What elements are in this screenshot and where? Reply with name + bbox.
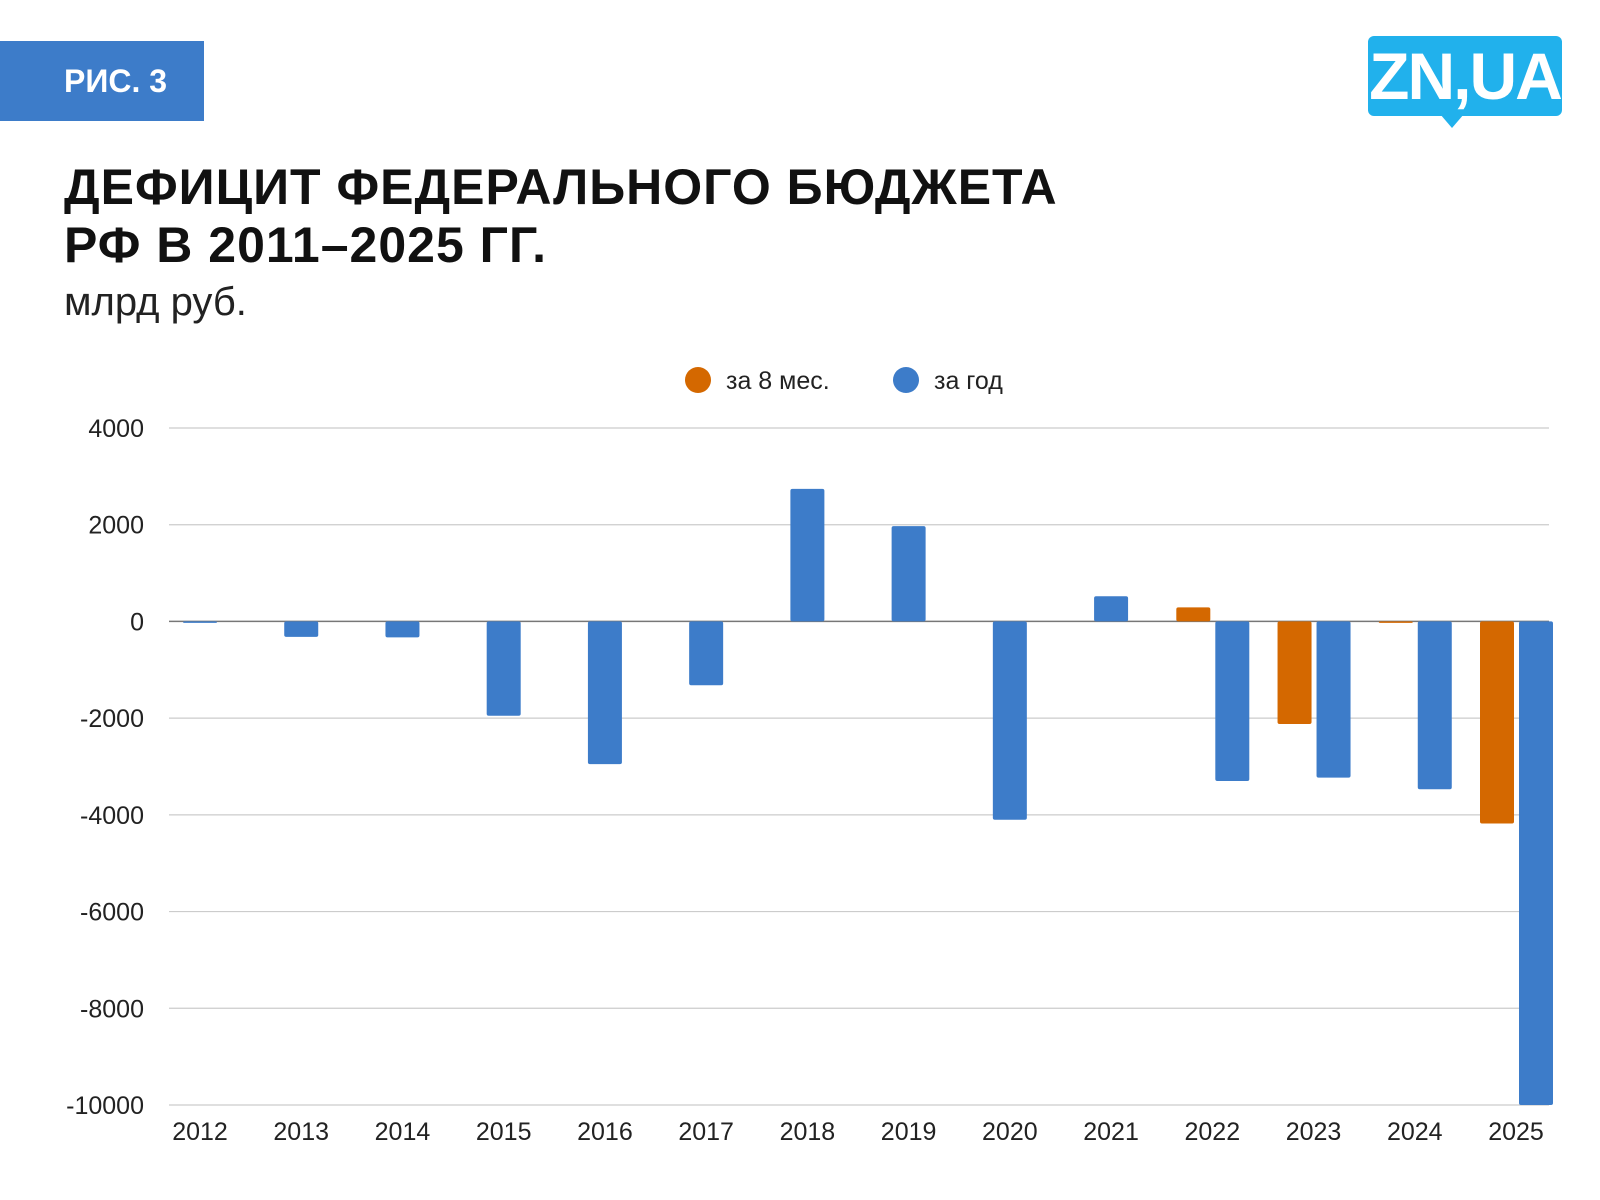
bar-2016-year <box>587 621 622 765</box>
title-line-2: РФ В 2011–2025 ГГ. <box>64 217 547 273</box>
y-tick-label: 2000 <box>88 512 144 540</box>
bar-2025-8-months <box>1480 621 1514 824</box>
x-tick-label: 2013 <box>273 1118 329 1146</box>
bar-2023-8-months <box>1277 621 1312 724</box>
bar-2015-year <box>486 621 521 716</box>
legend-marker <box>893 367 919 393</box>
x-tick-label: 2020 <box>982 1118 1038 1146</box>
bar-2019-year <box>891 526 926 622</box>
bar-2022-8-months <box>1176 607 1211 622</box>
bar-2025-year <box>1519 621 1553 1105</box>
x-tick-label: 2012 <box>172 1118 228 1146</box>
x-tick-label: 2023 <box>1286 1118 1342 1146</box>
x-tick-label: 2018 <box>780 1118 836 1146</box>
legend-label: за 8 мес. <box>726 367 830 395</box>
bar-2024-year <box>1417 621 1452 790</box>
bar-2014-year <box>385 621 420 638</box>
y-tick-label: 0 <box>130 608 144 636</box>
y-tick-label: 4000 <box>88 415 144 443</box>
bar-2022-year <box>1215 621 1250 782</box>
y-tick-label: -6000 <box>80 899 144 927</box>
bar-2013-year <box>284 621 319 637</box>
x-tick-label: 2022 <box>1184 1118 1240 1146</box>
bar-2017-year <box>689 621 724 686</box>
y-tick-label: -10000 <box>66 1092 144 1120</box>
x-tick-label: 2024 <box>1387 1118 1443 1146</box>
x-tick-label: 2017 <box>678 1118 734 1146</box>
x-tick-label: 2021 <box>1083 1118 1139 1146</box>
bar-2023-year <box>1316 621 1351 778</box>
bar-2020-year <box>992 621 1027 820</box>
bar-2018-year <box>790 488 825 622</box>
bar-2024-8-months <box>1378 621 1413 623</box>
y-tick-label: -2000 <box>80 705 144 733</box>
x-tick-label: 2014 <box>375 1118 431 1146</box>
title-line-1: ДЕФИЦИТ ФЕДЕРАЛЬНОГО БЮДЖЕТА <box>64 159 1058 215</box>
legend-label: за год <box>934 367 1003 395</box>
x-tick-label: 2015 <box>476 1118 532 1146</box>
x-tick-label: 2019 <box>881 1118 937 1146</box>
figure-badge: РИС. 3 <box>0 41 204 121</box>
x-tick-label: 2016 <box>577 1118 633 1146</box>
y-tick-label: -8000 <box>80 995 144 1023</box>
bar-2021-year <box>1094 596 1129 622</box>
y-tick-label: -4000 <box>80 802 144 830</box>
chart-title: ДЕФИЦИТ ФЕДЕРАЛЬНОГО БЮДЖЕТА РФ В 2011–2… <box>64 158 1058 274</box>
legend-marker <box>685 367 711 393</box>
x-tick-label: 2025 <box>1488 1118 1544 1146</box>
zn-ua-logo: ZN,UA <box>1368 36 1563 128</box>
chart-subtitle: млрд руб. <box>64 280 247 324</box>
bar-2012-year <box>183 621 217 623</box>
